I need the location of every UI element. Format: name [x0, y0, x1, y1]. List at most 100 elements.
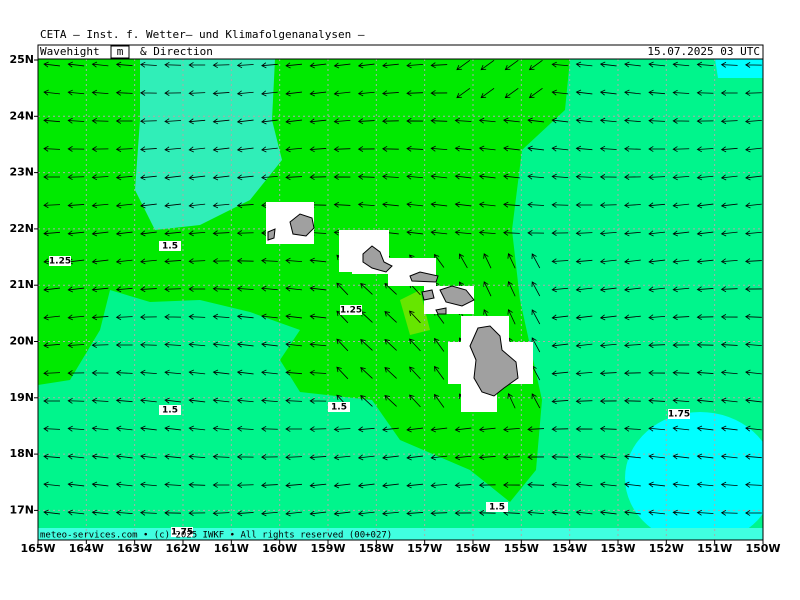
direction-arrow	[507, 253, 516, 269]
direction-arrow	[503, 482, 520, 488]
direction-arrow	[720, 509, 738, 516]
direction-arrow	[285, 426, 303, 432]
direction-arrow	[236, 230, 254, 237]
direction-arrow	[91, 146, 109, 152]
direction-arrow	[672, 342, 690, 348]
direction-arrow	[382, 454, 399, 461]
direction-arrow	[478, 426, 496, 433]
direction-arrow	[507, 309, 516, 325]
direction-arrow	[551, 342, 569, 349]
direction-arrow	[551, 370, 569, 377]
direction-arrow	[575, 398, 593, 405]
direction-arrow	[285, 62, 302, 69]
direction-arrow	[43, 145, 61, 152]
direction-arrow	[527, 426, 545, 433]
direction-arrow	[236, 257, 254, 264]
direction-arrow	[164, 397, 181, 404]
direction-arrow	[261, 146, 278, 153]
contour-label: 1.25	[49, 257, 71, 267]
lat-label: 18N	[9, 447, 34, 460]
direction-arrow	[212, 258, 230, 264]
direction-arrow	[503, 145, 520, 152]
direction-arrow	[551, 481, 569, 488]
direction-arrow	[188, 258, 206, 265]
direction-arrow	[672, 146, 690, 153]
direction-arrow	[115, 369, 133, 376]
direction-arrow	[43, 425, 61, 432]
direction-arrow	[357, 201, 375, 208]
direction-arrow	[503, 117, 520, 124]
direction-arrow	[551, 201, 569, 208]
direction-arrow	[672, 258, 690, 265]
direction-arrow	[236, 369, 254, 376]
direction-arrow	[672, 89, 690, 96]
direction-arrow	[236, 174, 254, 181]
direction-arrow	[91, 397, 109, 404]
direction-arrow	[672, 202, 690, 209]
direction-arrow	[430, 482, 448, 489]
direction-arrow	[745, 453, 762, 460]
direction-arrow	[360, 339, 373, 351]
direction-arrow	[406, 173, 424, 180]
direction-arrow	[696, 341, 714, 348]
lat-label: 23N	[9, 166, 34, 179]
direction-arrow	[527, 454, 545, 460]
direction-arrow	[115, 509, 133, 516]
direction-arrow	[67, 453, 85, 460]
direction-arrow	[624, 145, 641, 152]
direction-arrow	[43, 202, 61, 209]
direction-arrow	[409, 310, 421, 324]
lon-label: 150W	[745, 542, 780, 555]
direction-arrow	[309, 257, 327, 264]
direction-arrow	[164, 230, 181, 237]
direction-arrow	[67, 481, 85, 488]
direction-arrow	[382, 118, 399, 125]
direction-arrow	[648, 509, 665, 516]
direction-arrow	[212, 230, 230, 237]
direction-arrow	[648, 481, 665, 488]
direction-arrow	[43, 370, 61, 377]
direction-arrow	[309, 146, 327, 153]
direction-arrow	[430, 173, 448, 180]
direction-arrow	[745, 174, 762, 181]
direction-arrow	[575, 202, 593, 208]
direction-arrow	[406, 145, 424, 152]
direction-arrow	[430, 454, 448, 461]
lon-label: 160W	[262, 542, 297, 555]
direction-arrow	[527, 145, 544, 152]
direction-arrow	[507, 393, 516, 409]
direction-arrow	[434, 393, 445, 408]
direction-arrow	[212, 62, 230, 69]
direction-arrow	[745, 397, 762, 404]
direction-arrow	[551, 286, 569, 293]
lon-label: 165W	[20, 542, 55, 555]
direction-arrow	[624, 61, 641, 68]
direction-arrow	[115, 89, 133, 96]
direction-arrow	[140, 481, 157, 488]
direction-arrow	[212, 146, 230, 153]
direction-arrow	[140, 425, 157, 432]
lat-label: 24N	[9, 109, 34, 122]
direction-arrow	[188, 369, 206, 376]
direction-arrow	[672, 453, 690, 460]
direction-arrow	[212, 482, 230, 488]
direction-arrow	[140, 397, 157, 404]
direction-arrow	[333, 454, 351, 461]
direction-arrow	[164, 286, 182, 293]
direction-arrow	[503, 229, 520, 236]
direction-arrow	[382, 510, 399, 517]
direction-arrow	[261, 313, 278, 320]
direction-arrow	[624, 397, 641, 404]
direction-arrow	[212, 118, 230, 125]
direction-arrow	[43, 61, 60, 68]
direction-arrow	[164, 369, 182, 376]
direction-arrow	[309, 62, 327, 69]
direction-arrow	[575, 173, 593, 180]
direction-arrow	[454, 510, 472, 516]
direction-arrow	[575, 426, 593, 432]
direction-arrow	[333, 201, 351, 208]
contour-label: 1.5	[331, 403, 347, 413]
direction-arrow	[648, 258, 665, 265]
direction-arrow	[309, 482, 327, 489]
direction-arrow	[285, 341, 302, 348]
